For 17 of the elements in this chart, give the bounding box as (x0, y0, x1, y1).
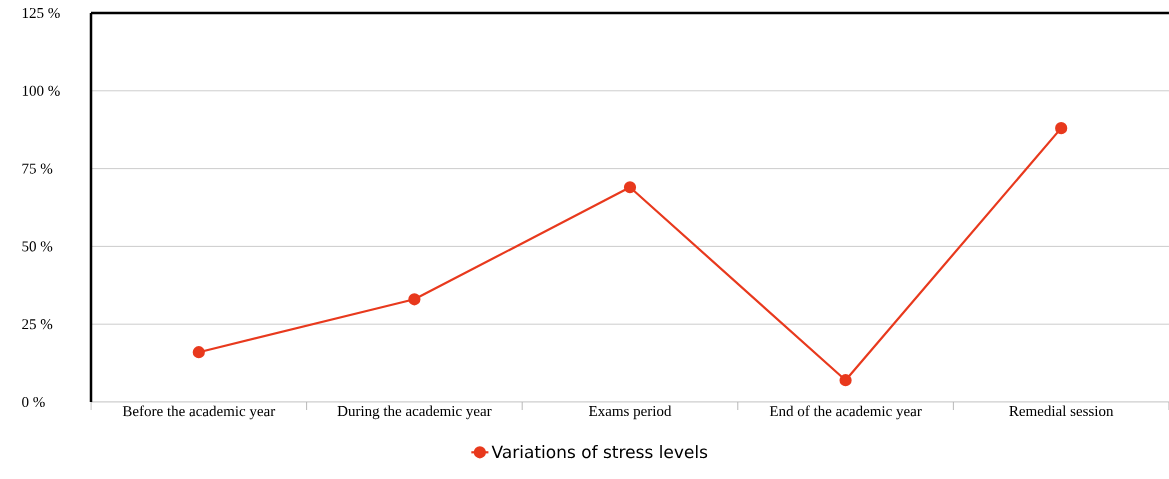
x-tick-label: Before the academic year (122, 405, 276, 420)
x-tick-label: Exams period (588, 405, 672, 420)
y-tick-label: 75 % (22, 163, 53, 174)
y-tick-label: 25 % (22, 319, 53, 330)
x-tick-label: Remedial session (1009, 405, 1114, 417)
point (839, 374, 852, 387)
y-tick-label: 50 % (22, 241, 53, 252)
point (192, 346, 205, 359)
legend-label: Variations of stress levels (491, 445, 708, 459)
x-tick-label: End of the academic year (769, 405, 922, 420)
point (408, 293, 421, 306)
point (623, 181, 637, 194)
point (1055, 122, 1068, 135)
y-tick-label: 125 % (22, 7, 60, 19)
y-tick-label: 100 % (22, 85, 60, 96)
y-tick-label: 0 % (22, 396, 45, 408)
x-tick-label: During the academic year (337, 405, 492, 420)
